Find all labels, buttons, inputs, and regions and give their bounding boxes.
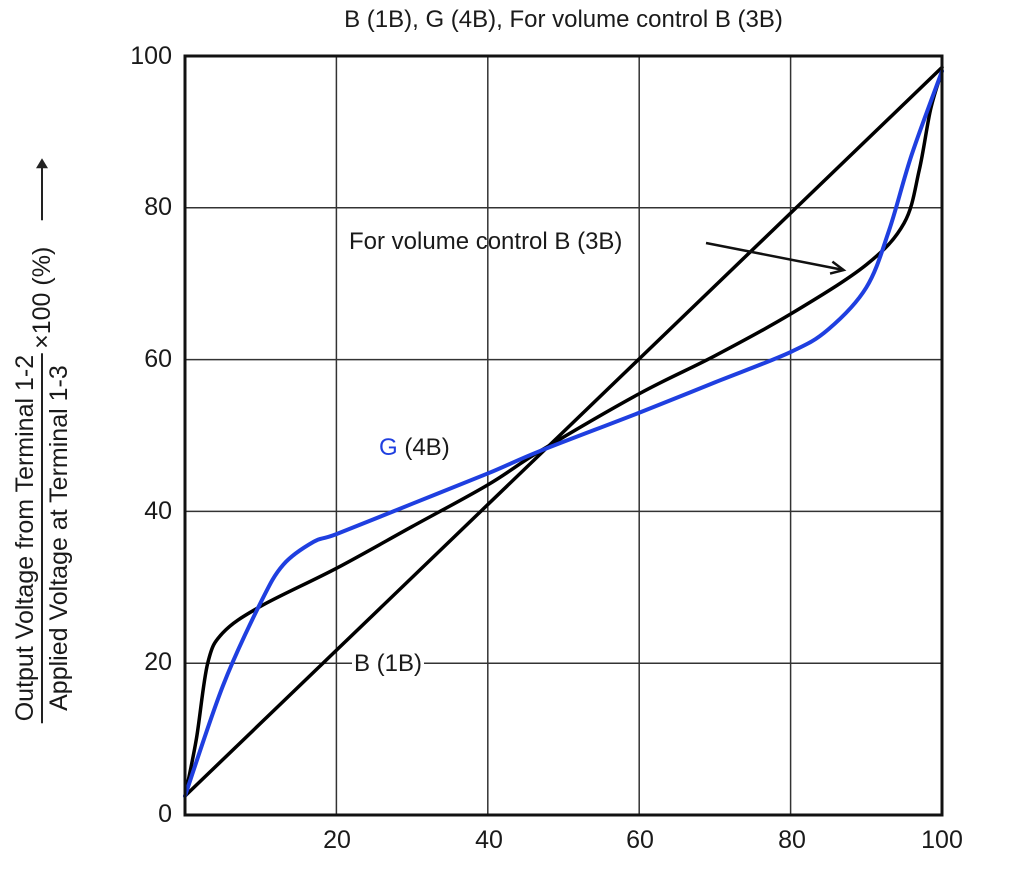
y-label-fraction: Output Voltage from Terminal 1-2 Applied… — [10, 352, 74, 724]
y-tick-0: 0 — [158, 800, 172, 828]
x-tick-60: 60 — [626, 826, 654, 854]
y-label-numerator: Output Voltage from Terminal 1-2 — [10, 352, 43, 724]
y-tick-100: 100 — [130, 42, 172, 70]
annotation-4b-suffix: (4B) — [397, 434, 450, 461]
y-tick-60: 60 — [144, 345, 172, 373]
y-tick-20: 20 — [144, 648, 172, 676]
plot-frame — [183, 54, 944, 817]
series-line-b-1b- — [183, 65, 944, 798]
annotation-arrows — [705, 241, 847, 275]
annotation-arrow — [705, 241, 844, 272]
arrow-head-icon — [829, 260, 847, 275]
x-tick-20: 20 — [323, 826, 351, 854]
annotation-3b: For volume control B (3B) — [349, 228, 623, 255]
y-tick-40: 40 — [144, 497, 172, 525]
y-tick-80: 80 — [144, 193, 172, 221]
grid-lines — [185, 56, 942, 815]
x-tick-80: 80 — [778, 826, 806, 854]
y-label-denominator: Applied Voltage at Terminal 1-3 — [45, 365, 73, 711]
annotation-1b: B (1B) — [352, 650, 425, 678]
chart-title: B (1B), G (4B), For volume control B (3B… — [344, 6, 783, 33]
plot-border — [183, 54, 944, 817]
up-arrow-icon — [41, 160, 43, 221]
annotation-4b: G (4B) — [379, 434, 450, 462]
y-axis-label: Output Voltage from Terminal 1-2 Applied… — [10, 160, 74, 724]
x-tick-40: 40 — [475, 826, 503, 854]
series-lines — [183, 65, 944, 799]
x-tick-100: 100 — [921, 826, 963, 854]
series-line-g-4b- — [183, 69, 944, 799]
y-label-multiplier: ×100 (%) — [27, 246, 56, 349]
annotation-4b-g: G — [379, 434, 398, 461]
